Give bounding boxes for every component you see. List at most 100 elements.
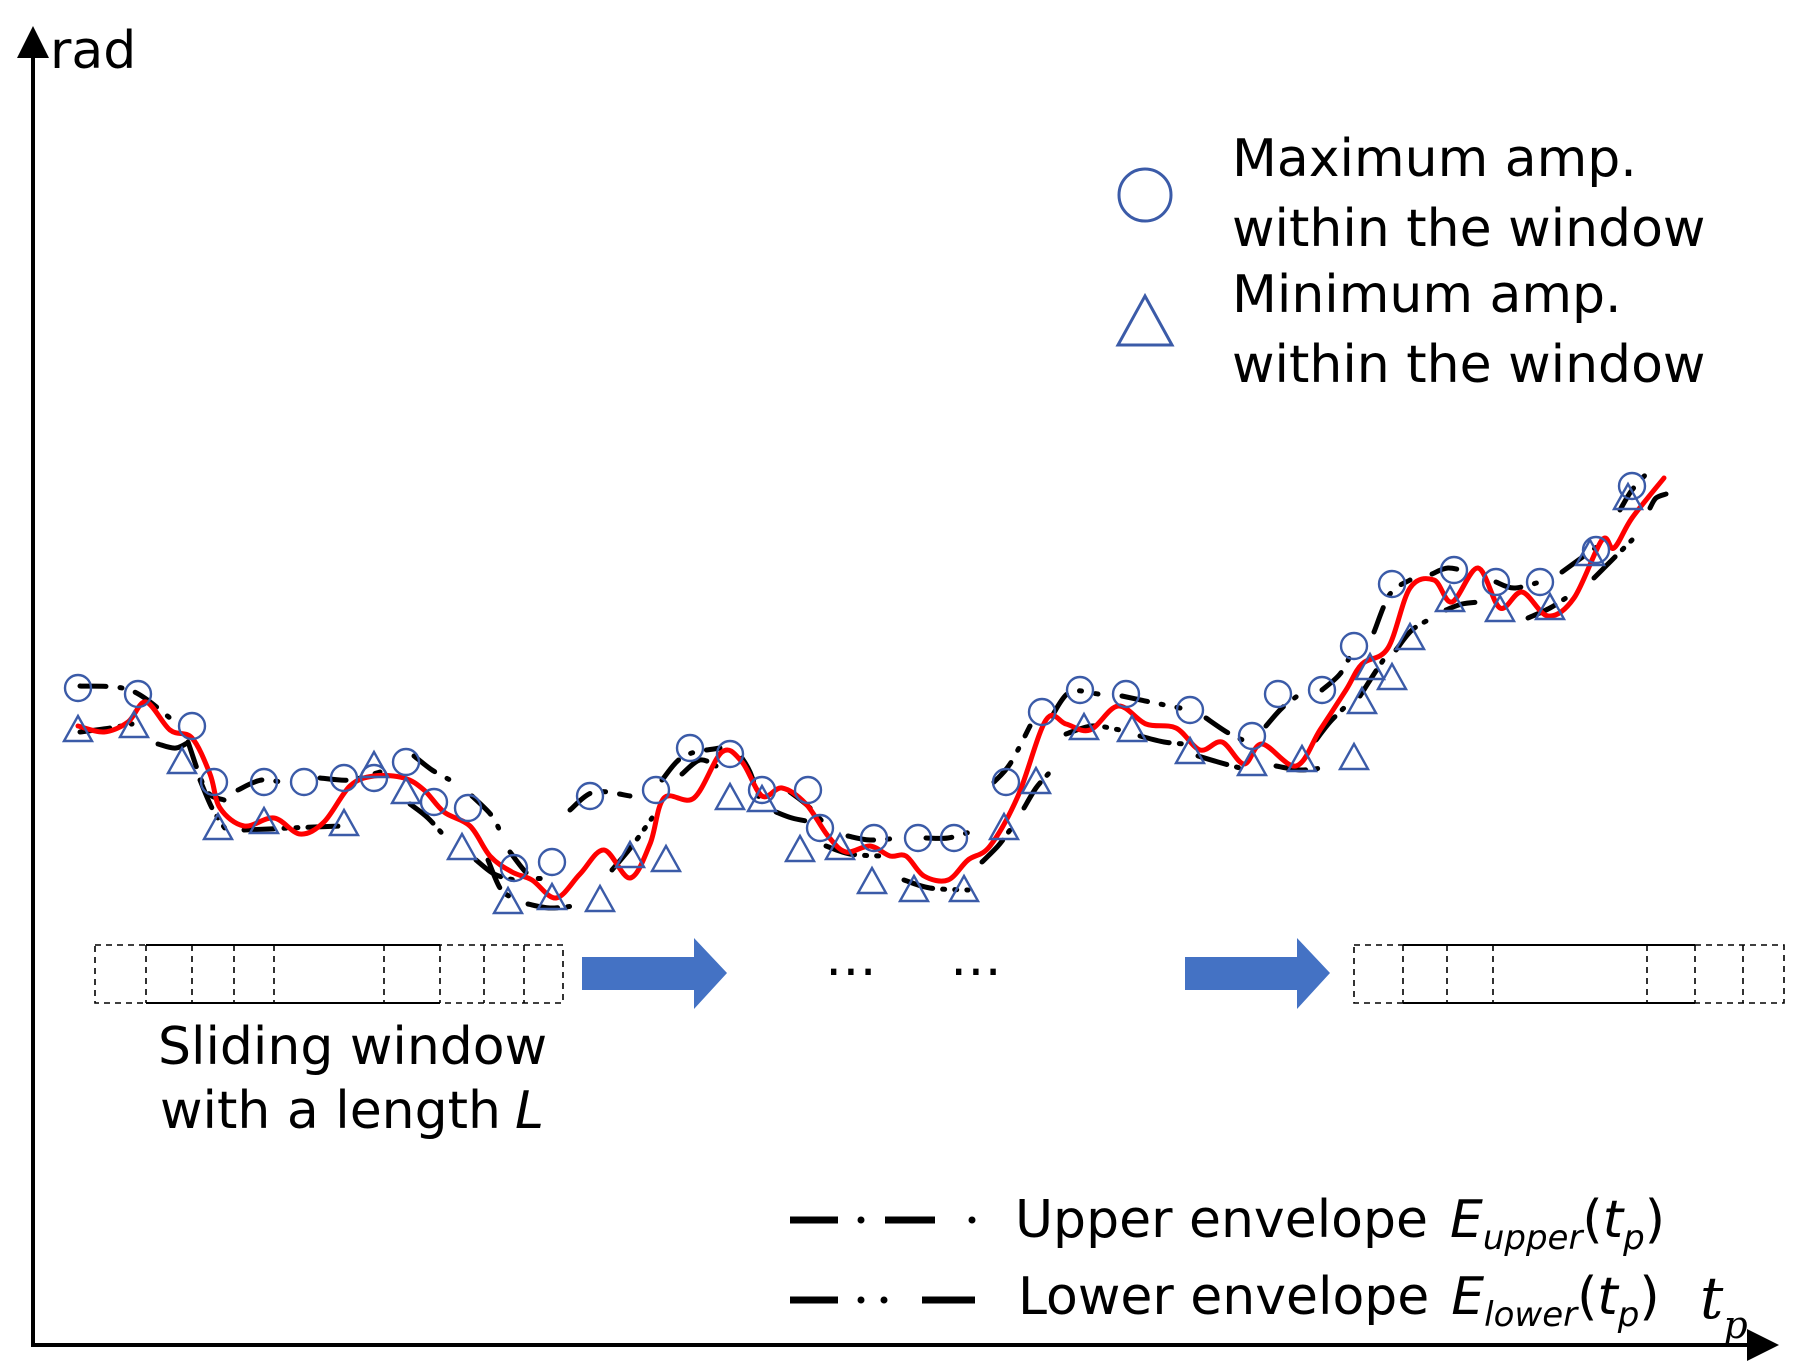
circle-icon [537, 847, 567, 877]
circle-icon [575, 781, 605, 811]
upper-envelope-segment [991, 723, 1033, 785]
triangle-icon [201, 811, 235, 841]
upper-envelope-segment [845, 833, 903, 843]
circle-icon [1581, 535, 1611, 565]
lower-envelope-segment [407, 801, 449, 841]
triangle-icon [389, 775, 423, 805]
lower-envelope-segment [773, 809, 815, 825]
triangle-icon [1375, 661, 1409, 691]
circle-icon [859, 823, 889, 853]
triangle-icon [583, 883, 617, 913]
right-arrow-icon [1185, 938, 1330, 1009]
circle-icon [1617, 471, 1647, 501]
triangle-icon [535, 881, 569, 911]
triangle-icon [1019, 765, 1053, 795]
triangle-icon [117, 709, 151, 739]
triangle-icon [1345, 685, 1379, 715]
triangle-icon [1115, 292, 1175, 347]
upper-envelope-segment [659, 745, 723, 783]
circle-icon [715, 739, 745, 769]
circle-icon [1117, 167, 1173, 223]
triangle-icon [1573, 537, 1607, 567]
upper-envelope-legend-swatch [790, 1216, 976, 1224]
circle-icon [63, 673, 93, 703]
circle-icon [453, 793, 483, 823]
circle-icon [805, 813, 835, 843]
upper-envelope-segment [185, 739, 227, 803]
circle-icon [1377, 569, 1407, 599]
right-arrow-icon [582, 938, 727, 1009]
lower-envelope-segment [979, 827, 1013, 865]
circle-icon [289, 767, 319, 797]
triangle-icon [947, 873, 981, 903]
circle-icon [1175, 695, 1205, 725]
circle-icon [1525, 567, 1555, 597]
upper-envelope-segment [1493, 579, 1543, 591]
triangle-icon [1533, 591, 1567, 621]
legend-min-line2: within the window [1232, 335, 1705, 395]
circle-icon [793, 775, 823, 805]
triangle-icon [1173, 735, 1207, 765]
lower-envelope-segment [1591, 537, 1635, 581]
lower-envelope-segment [241, 823, 345, 833]
triangle-icon [357, 749, 391, 779]
circle-icon [675, 733, 705, 763]
triangle-icon [1235, 747, 1269, 777]
circle-icon [419, 787, 449, 817]
triangle-icon [897, 873, 931, 903]
circle-icon [123, 679, 153, 709]
circle-icon [1263, 679, 1293, 709]
lower-envelope-segment [525, 901, 577, 911]
triangle-icon [1483, 593, 1517, 623]
minimum-markers [61, 481, 1645, 915]
triangle-icon [61, 713, 95, 743]
lower-envelope-segment [1393, 615, 1435, 653]
sliding-window-right [1353, 944, 1785, 1004]
circle-icon [1439, 555, 1469, 585]
lower-envelope-legend-swatch [790, 1296, 975, 1304]
triangle-icon [491, 885, 525, 915]
circle-icon [1339, 631, 1369, 661]
circle-icon [939, 823, 969, 853]
maximum-markers [63, 471, 1647, 883]
upper-envelope-segment [469, 793, 505, 839]
lower-envelope-segment [679, 757, 719, 777]
sliding-window-left [94, 944, 564, 1004]
upper-envelope-segment [1203, 715, 1255, 747]
triangle-icon [1115, 713, 1149, 743]
upper-envelope [77, 467, 1653, 881]
lower-envelope-segment [1525, 591, 1575, 621]
triangle-icon [823, 831, 857, 861]
legend-max-line2: within the window [1232, 199, 1705, 259]
circle-icon [199, 767, 229, 797]
legend-min-line1: Minimum amp. [1232, 265, 1622, 325]
lower-envelope-legend-label: Lower envelope Elower(tp) [1018, 1267, 1660, 1335]
circle-icon [1065, 675, 1095, 705]
lower-envelope-segment [1195, 753, 1243, 771]
lower-envelope-segment [1021, 769, 1053, 811]
circle-icon [1027, 697, 1057, 727]
lower-envelope-segment [1443, 599, 1483, 613]
upper-envelope-segment [1429, 565, 1471, 577]
triangle-icon [1337, 741, 1371, 771]
circle-icon [747, 775, 777, 805]
upper-envelope-segment [235, 777, 293, 793]
circle-icon [329, 763, 359, 793]
circle-icon [991, 767, 1021, 797]
triangle-icon [1285, 743, 1319, 773]
circle-icon [903, 823, 933, 853]
triangle-icon [327, 807, 361, 837]
lower-envelope-segment [1647, 491, 1669, 511]
x-axis-label: tp [1700, 1264, 1748, 1347]
upper-envelope-legend-label: Upper envelope Eupper(tp) [1015, 1190, 1665, 1258]
triangle-icon [745, 783, 779, 813]
triangle-icon [649, 843, 683, 873]
y-axis-label: rad [50, 21, 136, 81]
circle-icon [1481, 567, 1511, 597]
triangle-icon [1433, 583, 1467, 613]
triangle-icon [247, 805, 281, 835]
triangle-icon [1611, 481, 1645, 511]
upper-envelope-segment [1119, 693, 1183, 711]
circle-icon [499, 853, 529, 883]
